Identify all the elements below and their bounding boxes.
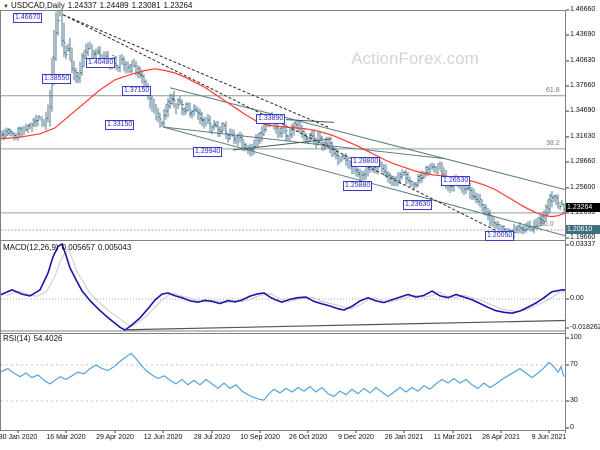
watermark: ActionForex.com	[351, 49, 479, 68]
rsi-value: 54.4026	[33, 334, 63, 343]
current-price-box: 1.23264	[566, 203, 600, 212]
macd-value-2: 0.005043	[97, 243, 132, 252]
moving-average-line	[0, 68, 566, 218]
rsi-axis-label: 100	[570, 334, 582, 341]
ohlc-open: 1.24337	[67, 1, 97, 10]
y-axis-price-label: 1.34690	[570, 107, 596, 114]
y-axis-price-label: 1.43690	[570, 31, 596, 38]
macd-label: MACD(12,26,9) 0.005657 0.005043	[3, 243, 134, 252]
y-axis-price-label: 1.31630	[570, 133, 596, 140]
rsi-axis-label: 0	[570, 424, 574, 431]
x-axis-date-label: 28 Jul 2020	[193, 434, 231, 441]
macd-signal-line	[6, 249, 566, 327]
x-axis-date-label: 29 Apr 2020	[96, 434, 134, 441]
y-axis-price-label: 1.28660	[570, 158, 596, 165]
price-annotation: 1.26530	[441, 176, 471, 186]
trendline-minor	[285, 119, 335, 123]
macd-main-line	[0, 242, 566, 332]
rsi-name: RSI(14)	[3, 334, 31, 343]
chart-title-bar: ▼ USDCAD,Daily 1.24337 1.24489 1.23081 1.2326…	[3, 1, 195, 10]
symbol-label: USDCAD,Daily	[10, 1, 65, 10]
ohlc-close: 1.23264	[163, 1, 193, 10]
rsi-axis-label: 30	[570, 397, 578, 404]
price-annotation: 1.37150	[122, 86, 152, 96]
price-annotation: 1.33890	[256, 114, 286, 124]
bid-price-box: 1.20610	[566, 225, 600, 234]
x-axis-date-label: 26 Oct 2020	[288, 434, 328, 441]
x-axis-date-label: 11 Mar 2021	[433, 434, 473, 441]
y-axis-price-label: 1.19660	[570, 234, 596, 241]
macd-axis-label: 0.03337	[570, 241, 596, 248]
x-axis-date-label: 10 Sep 2020	[240, 434, 280, 441]
fib-level-label: 38.2	[546, 139, 560, 147]
y-axis-price-label: 1.37660	[570, 82, 596, 89]
trendline-channel	[169, 87, 567, 191]
x-axis-date-label: 16 Mar 2020	[46, 434, 86, 441]
y-axis-price-label: 1.25600	[570, 184, 596, 191]
macd-value-1: 0.005657	[61, 243, 95, 252]
y-axis-price-label: 1.40630	[570, 57, 596, 64]
x-axis-date-label: 26 Apr 2021	[482, 434, 520, 441]
price-annotation: 1.46670	[13, 13, 43, 23]
x-axis-date-label: 26 Jan 2021	[384, 434, 424, 441]
price-annotation: 1.23630	[403, 200, 433, 210]
rsi-axis-label: 70	[570, 361, 578, 368]
y-axis-price-label: 1.46660	[570, 6, 596, 13]
fib-level-label: 61.8	[546, 86, 560, 94]
macd-axis-label: 0.00	[570, 295, 584, 302]
price-annotation: 1.20050	[485, 231, 515, 241]
macd-trendline	[126, 319, 566, 331]
macd-name: MACD(12,26,9)	[3, 243, 59, 252]
price-annotation: 1.33150	[105, 120, 135, 130]
ohlc-high: 1.24489	[99, 1, 129, 10]
y-axis-price-label: 1.22630	[570, 209, 596, 216]
price-annotation: 1.25880	[343, 181, 373, 191]
price-annotation: 1.38550	[42, 74, 72, 84]
rsi-line	[0, 352, 565, 401]
symbol-dropdown-icon[interactable]: ▼	[3, 4, 9, 10]
x-axis-date-label: 12 Jun 2020	[143, 434, 183, 441]
fib-level-label: 50.0	[540, 220, 554, 228]
x-axis-date-label: 9 Jun 2021	[531, 434, 567, 441]
trendline-dashed	[62, 14, 501, 234]
price-annotation: 1.28800	[351, 157, 381, 167]
x-axis-date-label: 9 Dec 2020	[338, 434, 374, 441]
x-axis-date-label: 30 Jan 2020	[0, 434, 38, 441]
trendline-dashed	[62, 14, 331, 129]
price-bars-series	[1, 11, 565, 239]
price-annotation: 1.29940	[193, 147, 223, 157]
macd-axis-label: -0.018262	[570, 324, 600, 331]
rsi-label: RSI(14) 54.4026	[3, 334, 65, 343]
ohlc-low: 1.23081	[131, 1, 161, 10]
price-annotation: 1.40480	[86, 58, 116, 68]
